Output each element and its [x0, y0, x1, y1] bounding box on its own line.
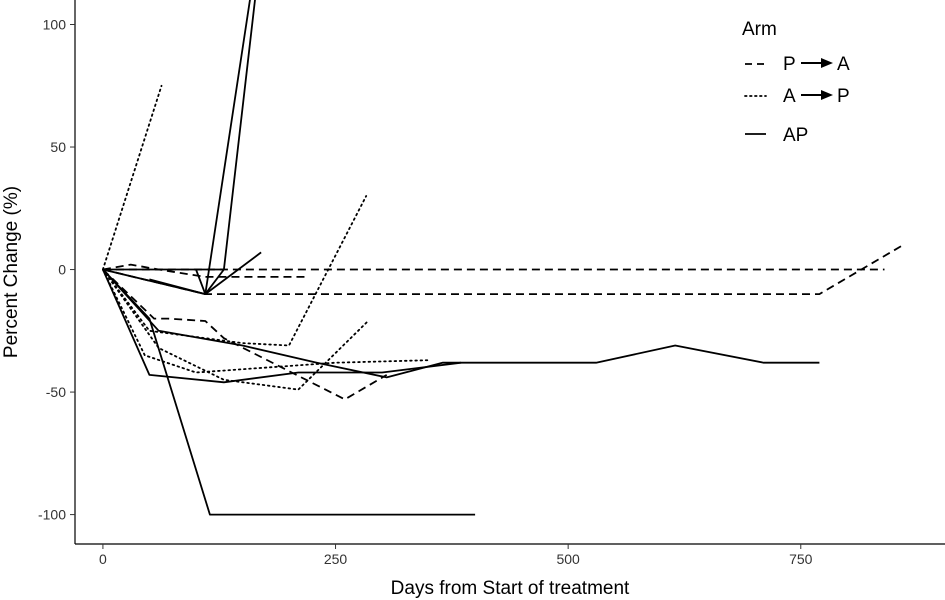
y-tick-label: 100	[43, 17, 67, 33]
series-line-ap-11	[149, 251, 262, 296]
ticks: 0 250 500 750 -100 -50 0 50 100	[38, 17, 813, 567]
series-line-pa-1	[102, 263, 308, 278]
series-line-ap-10	[102, 0, 251, 296]
series-line-ap-15	[102, 268, 820, 379]
series-line-ap-14	[102, 269, 462, 384]
y-tick-label: 0	[58, 262, 66, 278]
axes	[74, 0, 945, 545]
legend: Arm P AA PAP	[742, 19, 850, 146]
y-tick-label: 50	[50, 139, 66, 155]
legend-title: Arm	[742, 19, 777, 40]
x-axis-title: Days from Start of treatment	[391, 578, 630, 599]
legend-label-ap: AP	[783, 125, 808, 146]
x-tick-label: 750	[789, 551, 813, 567]
arrow-head-icon	[821, 58, 833, 68]
legend-label-start-ap_seq: A	[783, 86, 796, 107]
series-lines	[102, 0, 904, 516]
series-line-pa-4	[102, 268, 388, 401]
legend-label-start-pa: P	[783, 54, 796, 75]
arrow-head-icon	[821, 90, 833, 100]
legend-label-end-pa: A	[837, 54, 850, 75]
series-line-ap-13	[102, 268, 476, 516]
series-line-ap_seq-7	[102, 268, 370, 391]
series-line-ap_seq-5	[102, 84, 163, 271]
series-line-ap-12	[195, 0, 256, 296]
series-line-ap_seq-8	[102, 268, 430, 374]
y-tick-label: -50	[46, 384, 66, 400]
x-tick-label: 500	[556, 551, 580, 567]
y-axis-title: Percent Change (%)	[1, 186, 22, 358]
series-line-ap_seq-6	[102, 195, 368, 347]
legend-label-end-ap_seq: P	[837, 86, 850, 107]
x-tick-label: 250	[324, 551, 348, 567]
y-tick-label: -100	[38, 507, 66, 523]
x-tick-label: 0	[99, 551, 107, 567]
